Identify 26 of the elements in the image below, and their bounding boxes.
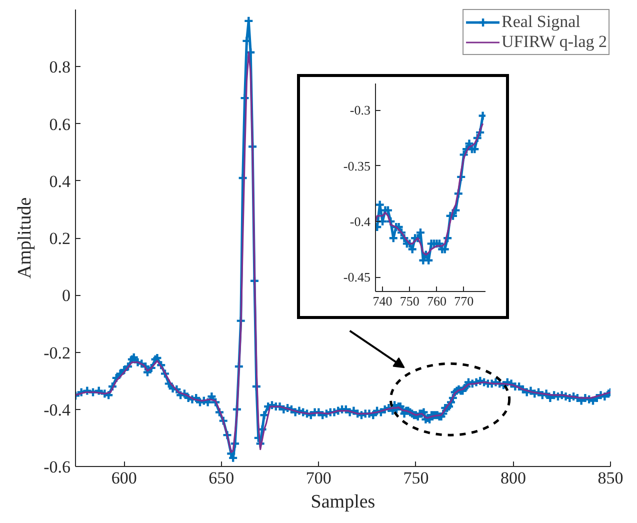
y-tick-label: -0.4	[44, 400, 71, 420]
y-tick-label: 0.4	[49, 172, 71, 191]
y-tick-label: -0.6	[44, 458, 71, 476]
x-tick-label: 850	[598, 468, 624, 488]
x-tick-label: 650	[208, 468, 234, 488]
x-tick-label: 750	[403, 468, 429, 488]
y-tick-label: -0.4	[350, 214, 371, 229]
x-tick-label: 740	[372, 294, 392, 308]
y-tick-label: 0.2	[49, 229, 70, 248]
y-tick-label: -0.45	[343, 270, 371, 285]
y-tick-label: 0.8	[49, 58, 70, 77]
legend-label: UFIRW q-lag 2	[502, 32, 607, 52]
x-tick-label: 700	[306, 468, 332, 488]
y-tick-label: 0.6	[49, 114, 70, 134]
legend-label: Real Signal	[502, 12, 580, 32]
x-tick-label: 750	[400, 294, 420, 308]
y-tick-label: -0.35	[343, 158, 371, 174]
x-tick-label: 600	[111, 468, 137, 488]
x-axis-title: Samples	[310, 492, 376, 512]
x-tick-label: 770	[454, 294, 474, 308]
x-tick-label: 800	[500, 468, 526, 488]
y-tick-label: -0.3	[350, 102, 371, 118]
y-axis-title: Amplitude	[14, 197, 36, 279]
y-tick-label: -0.2	[44, 343, 71, 362]
y-tick-label: 0	[62, 286, 70, 306]
x-tick-label: 760	[426, 294, 446, 308]
